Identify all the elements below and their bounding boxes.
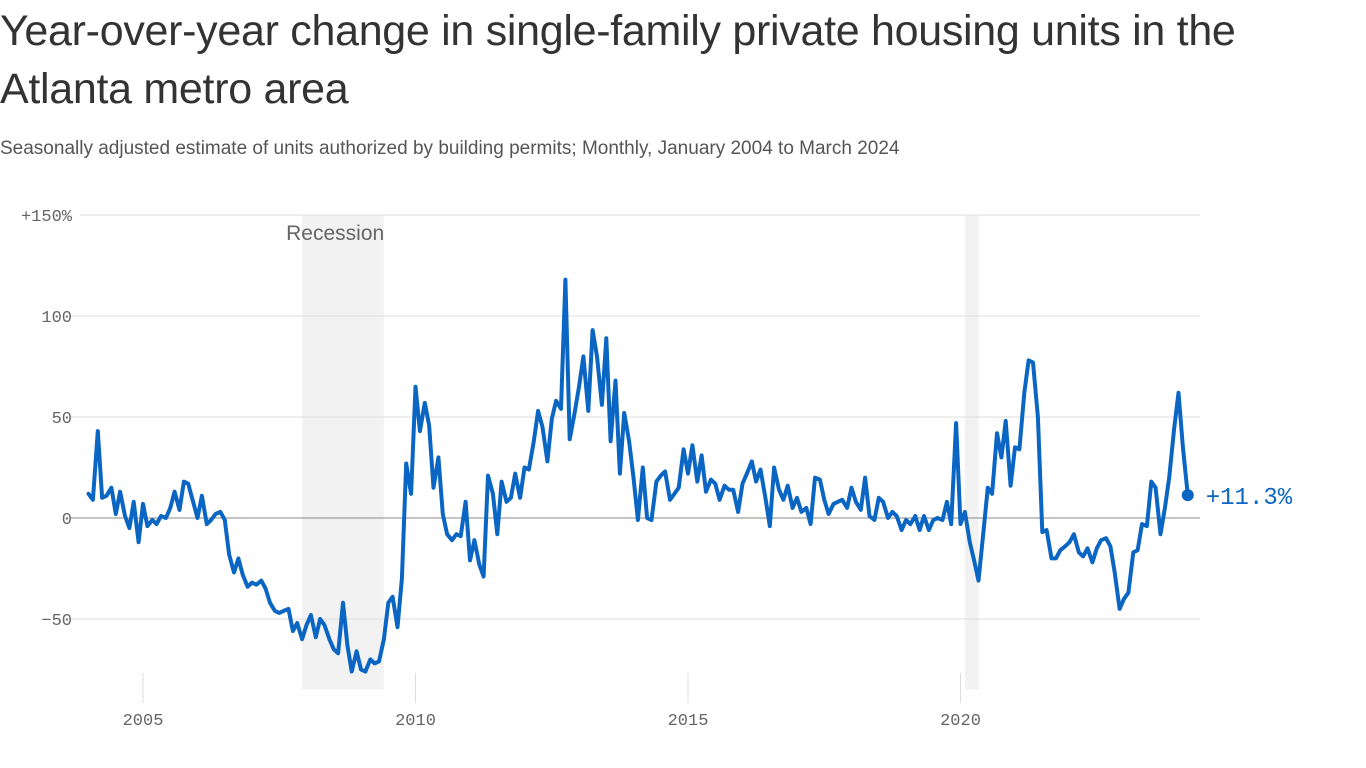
recession-label: Recession	[286, 222, 384, 245]
y-tick-label: 0	[62, 511, 72, 530]
chart-subtitle: Seasonally adjusted estimate of units au…	[0, 138, 900, 159]
y-tick-label: −50	[41, 612, 72, 631]
chart-title: Year-over-year change in single-family p…	[0, 7, 1236, 113]
end-point-marker	[1181, 489, 1194, 502]
x-tick-label: 2010	[395, 712, 436, 731]
end-value-label: +11.3%	[1206, 485, 1293, 512]
y-tick-label: 50	[52, 410, 72, 429]
x-tick-label: 2015	[668, 712, 709, 731]
x-axis-ticks: 2005 2010 2015 2020	[123, 673, 981, 731]
y-tick-label: +150%	[21, 208, 73, 227]
recession-band-1	[964, 215, 979, 690]
x-tick-label: 2005	[123, 712, 164, 731]
y-tick-label: 100	[41, 309, 72, 328]
y-axis-ticks: +150% 100 50 0 −50	[21, 208, 73, 631]
series-line	[86, 277, 1190, 674]
x-tick-label: 2020	[940, 712, 981, 731]
grid-lines	[70, 214, 1200, 620]
